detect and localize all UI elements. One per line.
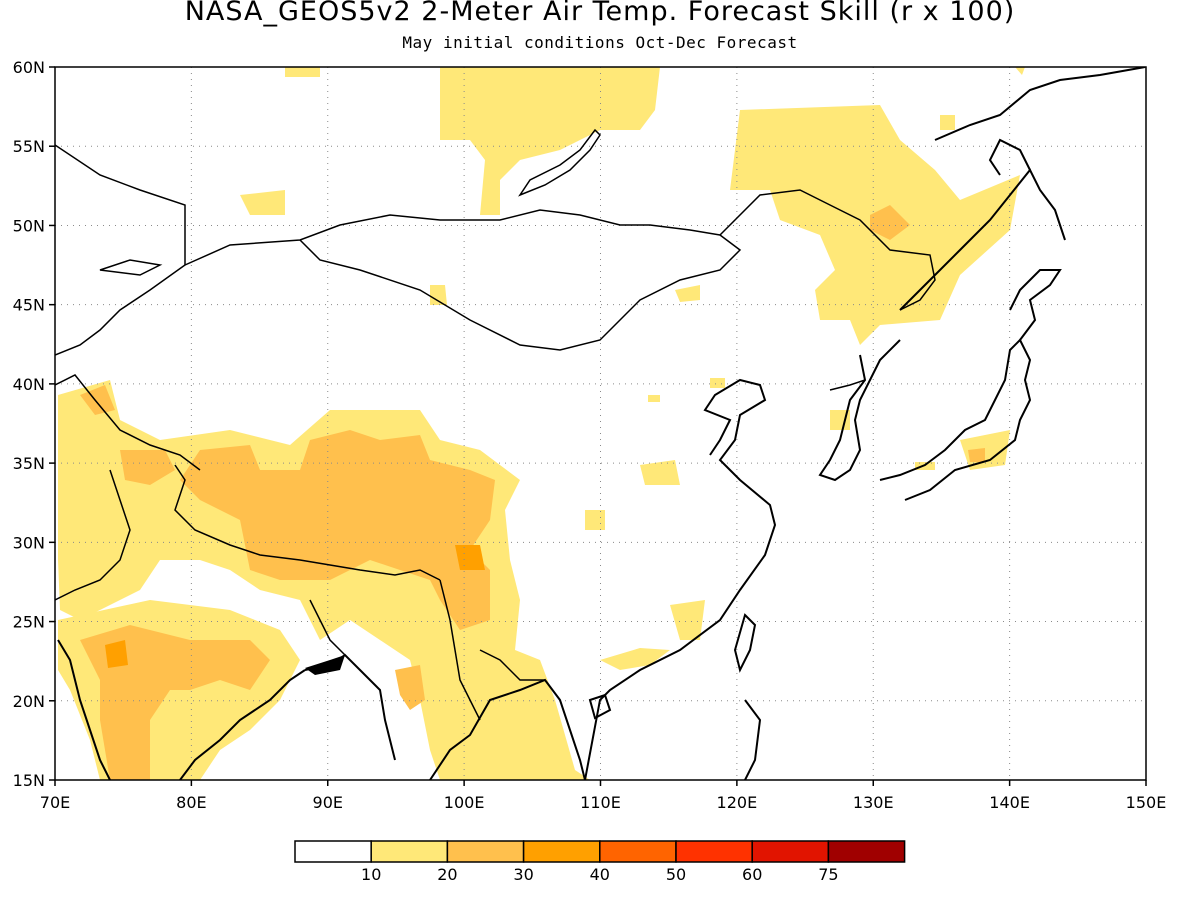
- color-legend: 10 20 30 40 50 60 75: [294, 840, 906, 884]
- skill-shading: [58, 67, 1025, 780]
- border-himalaya: [174, 464, 441, 581]
- skill-region-central-asia: [240, 190, 285, 215]
- lake-balkhash: [99, 259, 163, 276]
- border-north-korea: [829, 379, 866, 391]
- lon-tick-label: 80E: [176, 793, 206, 812]
- delta: [305, 655, 345, 675]
- lake-baikal: [518, 128, 601, 197]
- lon-tick-label: 120E: [717, 793, 758, 812]
- coastline-india-east: [179, 669, 306, 780]
- legend-label: 20: [437, 865, 457, 884]
- legend-swatch: [522, 840, 601, 863]
- lon-tick-label: 70E: [40, 793, 70, 812]
- legend-label: 40: [590, 865, 610, 884]
- legend-label: 10: [361, 865, 381, 884]
- lat-tick-label: 30N: [13, 533, 45, 552]
- legend-label: 50: [666, 865, 686, 884]
- map-subtitle: May initial conditions Oct-Dec Forecast: [402, 33, 798, 52]
- skill-region-lake-baikal: [440, 67, 660, 215]
- skill-region-sichuan-east: [640, 460, 680, 485]
- legend-swatch: [827, 840, 906, 863]
- lat-tick-label: 40N: [13, 375, 45, 394]
- lon-tick-label: 130E: [853, 793, 894, 812]
- skill-region-manchuria-core: [870, 205, 910, 240]
- longitude-ticks: 70E 80E 90E 100E 110E 120E 130E 140E 150E: [40, 780, 1167, 812]
- lat-tick-label: 60N: [13, 58, 45, 77]
- border-russia-china: [719, 189, 936, 311]
- skill-region-korea: [830, 410, 850, 430]
- skill-region-sichuan-hot: [455, 545, 485, 570]
- lon-tick-label: 150E: [1126, 793, 1167, 812]
- coastline-korea: [818, 339, 901, 482]
- skill-region-north-china-dot: [710, 378, 725, 388]
- border-bangladesh: [309, 599, 346, 656]
- border-russia-mongolia: [184, 209, 721, 266]
- legend-label: 75: [818, 865, 838, 884]
- lat-tick-label: 55N: [13, 137, 45, 156]
- lat-tick-label: 25N: [13, 613, 45, 632]
- skill-region-india-hot: [105, 640, 128, 668]
- skill-region-siberia: [285, 67, 320, 77]
- border-central-asia: [55, 374, 201, 471]
- coastline-russia-pacific: [899, 168, 1066, 311]
- legend-label: 30: [513, 865, 533, 884]
- skill-region-kamchatka-dot: [1015, 67, 1025, 75]
- lat-tick-label: 35N: [13, 454, 45, 473]
- lon-tick-label: 140E: [989, 793, 1030, 812]
- coastline-china-east: [584, 378, 777, 780]
- coastline-philippines: [744, 699, 762, 780]
- skill-region-inner-mongolia: [675, 285, 700, 302]
- skill-region-south-china: [600, 648, 670, 670]
- coastline-okhotsk: [934, 67, 1146, 141]
- lat-tick-label: 45N: [13, 296, 45, 315]
- legend-swatch: [675, 840, 753, 863]
- border-laos-vietnam: [479, 649, 545, 681]
- legend-swatch: [599, 840, 677, 863]
- lakes: [99, 128, 601, 276]
- latitude-ticks: 15N 20N 25N 30N 35N 40N 45N 50N 55N 60N: [13, 58, 55, 790]
- skill-region-northeast-small: [940, 115, 955, 130]
- lon-tick-label: 90E: [313, 793, 343, 812]
- legend-swatch: [370, 840, 449, 863]
- skill-region-mongolia-dot: [430, 285, 447, 305]
- lon-tick-label: 110E: [580, 793, 621, 812]
- skill-region-japan-core: [968, 448, 985, 462]
- skill-region-pamir: [120, 450, 175, 485]
- coastline-kamchatka: [988, 138, 1031, 176]
- skill-region-tibet-core: [180, 430, 495, 630]
- legend-swatch: [751, 840, 830, 863]
- coastlines: [57, 67, 1146, 780]
- legend-label: 60: [742, 865, 762, 884]
- coastline-japan-honshu: [879, 338, 1032, 501]
- skill-region-north-china-dot2: [648, 395, 660, 402]
- legend-swatch: [446, 840, 525, 863]
- border-india-pakistan: [55, 469, 131, 601]
- coastline-indochina: [429, 678, 586, 780]
- lat-tick-label: 50N: [13, 216, 45, 235]
- border-mongolia-china: [299, 234, 742, 351]
- legend-swatch: [294, 840, 372, 863]
- country-borders: [55, 144, 936, 721]
- lon-tick-label: 100E: [444, 793, 485, 812]
- skill-region-fujian: [670, 600, 705, 640]
- border-kazakhstan: [55, 144, 186, 356]
- skill-region-burma: [395, 665, 425, 710]
- lat-tick-label: 15N: [13, 771, 45, 790]
- coastline-taiwan: [733, 613, 757, 673]
- lat-tick-label: 20N: [13, 692, 45, 711]
- coastline-hainan: [588, 693, 612, 720]
- map-title: NASA_GEOS5v2 2-Meter Air Temp. Forecast …: [184, 0, 1016, 27]
- skill-region-guizhou: [585, 510, 605, 530]
- border-myanmar: [439, 579, 481, 721]
- coastline-india-west: [57, 639, 111, 780]
- coastline-hokkaido: [1009, 269, 1062, 341]
